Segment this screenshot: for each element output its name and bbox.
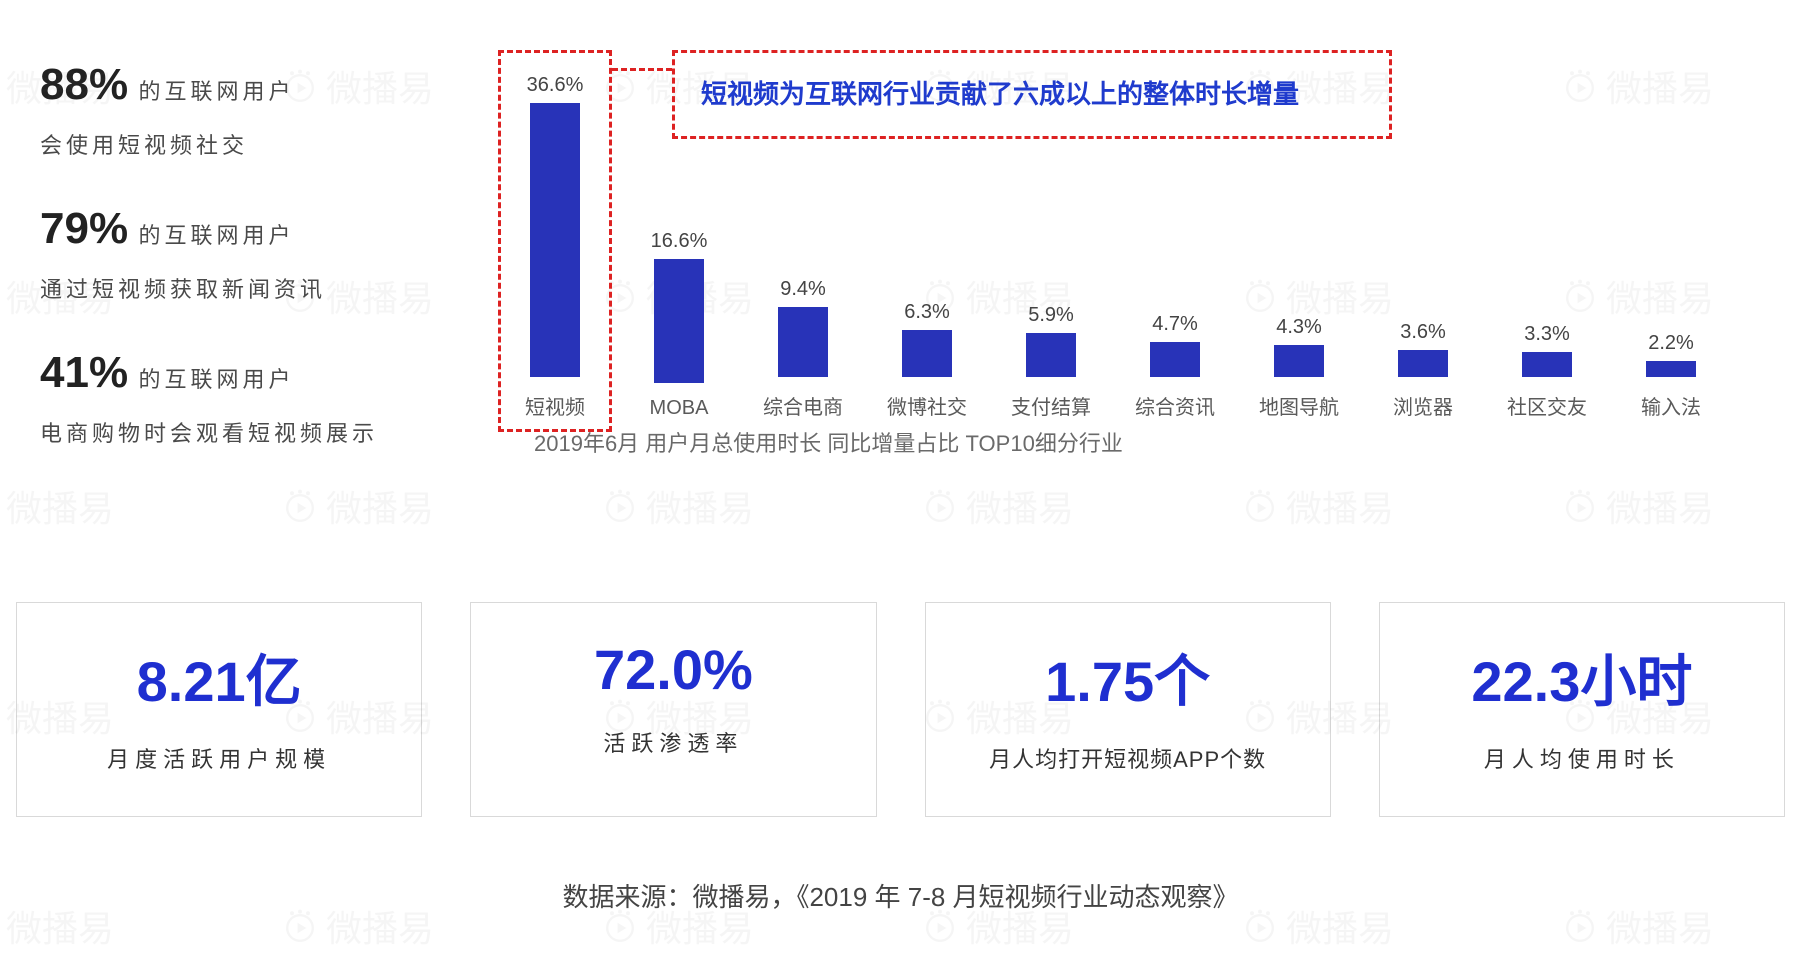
stat-suffix: 的互联网用户: [139, 367, 295, 392]
metric-label: 月人均打开短视频APP个数: [936, 742, 1320, 774]
bar-value-label: 6.3%: [904, 301, 950, 324]
bar-column: 2.2% 输入法: [1626, 332, 1716, 421]
bar-rect: [778, 307, 828, 378]
bar-category-label: 输入法: [1641, 391, 1701, 420]
stat-block: 88% 的互联网用户 会使用短视频社交: [40, 60, 440, 160]
bar-category-label: 短视频: [525, 391, 585, 420]
bar-rect: [902, 330, 952, 377]
bar-column: 4.7% 综合资讯: [1130, 313, 1220, 420]
metric-card: 8.21亿 月度活跃用户规模: [16, 602, 422, 817]
bar-rect: [1522, 352, 1572, 377]
bar-column: 3.3% 社区交友: [1502, 323, 1592, 420]
metric-cards-row: 8.21亿 月度活跃用户规模 72.0% 活跃渗透率 1.75个 月人均打开短视…: [0, 602, 1801, 817]
bar-category-label: 综合资讯: [1135, 391, 1215, 420]
bar-column: 36.6% 短视频: [510, 74, 600, 421]
callout-text: 短视频为互联网行业贡献了六成以上的整体时长增量: [701, 79, 1299, 109]
chart-wrap: 36.6% 短视频 16.6% MOBA 9.4% 综合电商 6.3% 微博社交…: [480, 60, 1761, 492]
metric-value: 1.75个: [936, 637, 1320, 718]
stat-sub: 电商购物时会观看短视频展示: [40, 416, 440, 448]
callout-connector: [612, 68, 672, 71]
bar-column: 16.6% MOBA: [634, 230, 724, 421]
metric-card: 1.75个 月人均打开短视频APP个数: [925, 602, 1331, 817]
stat-percent: 41%: [40, 348, 128, 397]
bar-rect: [1026, 333, 1076, 377]
bar-value-label: 16.6%: [651, 230, 708, 253]
stat-percent: 88%: [40, 60, 128, 109]
bar-category-label: 微博社交: [887, 391, 967, 420]
bar-rect: [1150, 342, 1200, 377]
bar-rect: [1274, 345, 1324, 377]
stat-suffix: 的互联网用户: [139, 223, 295, 248]
bar-category-label: 地图导航: [1259, 391, 1339, 420]
bar-column: 9.4% 综合电商: [758, 278, 848, 421]
bar-column: 5.9% 支付结算: [1006, 304, 1096, 420]
metric-card: 72.0% 活跃渗透率: [470, 602, 876, 817]
stat-percent: 79%: [40, 204, 128, 253]
stat-sub: 会使用短视频社交: [40, 128, 440, 160]
bar-rect: [1398, 350, 1448, 377]
metric-value: 72.0%: [481, 637, 865, 702]
stat-block: 41% 的互联网用户 电商购物时会观看短视频展示: [40, 348, 440, 448]
bar-column: 3.6% 浏览器: [1378, 321, 1468, 420]
bar-rect: [1646, 361, 1696, 378]
bar-value-label: 4.3%: [1276, 316, 1322, 339]
data-source: 数据来源：微播易，《2019 年 7-8 月短视频行业动态观察》: [0, 877, 1801, 914]
bar-column: 6.3% 微博社交: [882, 301, 972, 420]
bar-value-label: 9.4%: [780, 278, 826, 301]
bar-rect: [654, 259, 704, 384]
metric-value: 22.3小时: [1390, 637, 1774, 718]
bar-category-label: 支付结算: [1011, 391, 1091, 420]
left-stats: 88% 的互联网用户 会使用短视频社交 79% 的互联网用户 通过短视频获取新闻…: [40, 60, 440, 492]
metric-value: 8.21亿: [27, 637, 411, 718]
metric-label: 月人均使用时长: [1390, 742, 1774, 774]
chart-caption: 2019年6月 用户月总使用时长 同比增量占比 TOP10细分行业: [480, 426, 1761, 458]
stat-suffix: 的互联网用户: [139, 79, 295, 104]
bar-category-label: 浏览器: [1393, 391, 1453, 420]
bar-category-label: 综合电商: [763, 391, 843, 420]
top-section: 88% 的互联网用户 会使用短视频社交 79% 的互联网用户 通过短视频获取新闻…: [0, 0, 1801, 492]
bar-category-label: MOBA: [650, 397, 709, 420]
bar-value-label: 5.9%: [1028, 304, 1074, 327]
bar-value-label: 36.6%: [527, 74, 584, 97]
bar-value-label: 3.6%: [1400, 321, 1446, 344]
bar-value-label: 4.7%: [1152, 313, 1198, 336]
bar-column: 4.3% 地图导航: [1254, 316, 1344, 420]
metric-card: 22.3小时 月人均使用时长: [1379, 602, 1785, 817]
bar-value-label: 2.2%: [1648, 332, 1694, 355]
callout-box: 短视频为互联网行业贡献了六成以上的整体时长增量: [672, 50, 1392, 139]
bar-value-label: 3.3%: [1524, 323, 1570, 346]
metric-label: 月度活跃用户规模: [27, 742, 411, 774]
stat-block: 79% 的互联网用户 通过短视频获取新闻资讯: [40, 204, 440, 304]
stat-sub: 通过短视频获取新闻资讯: [40, 272, 440, 304]
metric-label: 活跃渗透率: [481, 726, 865, 758]
bar-rect: [530, 103, 580, 378]
bar-category-label: 社区交友: [1507, 391, 1587, 420]
